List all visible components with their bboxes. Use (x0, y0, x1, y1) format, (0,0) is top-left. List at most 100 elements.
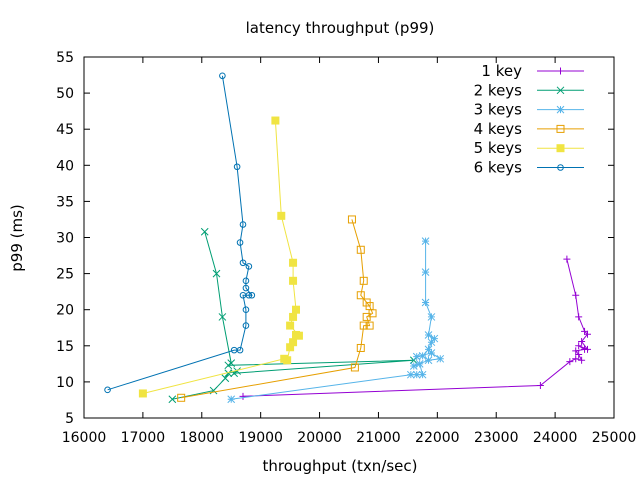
data-point (359, 321, 368, 330)
data-point (421, 298, 430, 307)
data-point (138, 389, 147, 398)
data-point (286, 321, 295, 330)
data-point (415, 359, 424, 368)
data-point (421, 268, 430, 277)
y-tick-label: 10 (56, 375, 74, 391)
legend-marker (556, 124, 565, 133)
data-point (572, 347, 580, 355)
x-tick-label: 20000 (297, 430, 342, 446)
x-tick-label: 19000 (238, 430, 283, 446)
data-point (427, 313, 436, 321)
series-1 (239, 255, 591, 400)
series-line (107, 75, 253, 391)
y-axis-label: p99 (ms) (8, 204, 26, 272)
data-point (224, 369, 233, 378)
y-tick-label: 25 (56, 267, 74, 283)
x-tick-label: 16000 (62, 430, 107, 446)
legend-label: 6 keys (474, 159, 523, 177)
x-tick-label: 24000 (533, 430, 578, 446)
data-point (356, 291, 365, 300)
data-point (212, 269, 221, 278)
y-axis-ticks: 5 10 15 20 25 30 35 40 45 50 55 (56, 50, 614, 427)
data-point (406, 370, 415, 379)
series-4 (177, 215, 377, 402)
data-point (365, 321, 374, 330)
data-point (356, 343, 365, 352)
data-point (575, 313, 583, 321)
x-tick-label: 25000 (592, 430, 637, 446)
data-point (350, 363, 359, 372)
data-point (218, 313, 227, 321)
series-2 (168, 227, 418, 404)
series-5 (138, 116, 303, 398)
data-point (242, 284, 250, 292)
data-point (424, 345, 433, 354)
data-point (347, 215, 356, 224)
data-point (575, 350, 583, 358)
y-tick-label: 45 (56, 122, 74, 138)
plot-border (83, 56, 615, 419)
x-tick-label: 21000 (356, 430, 401, 446)
data-point (289, 258, 298, 267)
legend-label: 4 keys (474, 120, 523, 138)
data-point (289, 312, 298, 321)
data-point (227, 395, 236, 404)
data-point (584, 345, 591, 353)
data-point (283, 356, 292, 365)
legend-marker (556, 144, 565, 153)
data-point (359, 276, 368, 285)
x-tick-label: 18000 (180, 430, 225, 446)
data-point (236, 346, 244, 354)
legend-marker (556, 86, 565, 95)
legend-label: 3 keys (474, 101, 523, 119)
data-point (418, 352, 427, 360)
data-point (356, 245, 365, 254)
y-tick-label: 20 (56, 303, 74, 319)
data-point (430, 334, 439, 343)
data-point (177, 393, 186, 402)
data-point (418, 370, 427, 379)
data-point (239, 221, 247, 228)
data-point (412, 352, 421, 361)
data-point (584, 330, 591, 338)
y-tick-label: 30 (56, 231, 74, 247)
data-point (104, 386, 111, 394)
y-tick-label: 55 (56, 50, 74, 66)
series-3 (227, 237, 445, 404)
data-point (581, 327, 589, 335)
data-point (245, 291, 253, 299)
data-point (409, 362, 418, 370)
legend-marker (557, 164, 564, 171)
data-point (563, 255, 571, 263)
data-point (536, 382, 544, 390)
plot-frame (83, 56, 615, 419)
data-point (424, 331, 433, 339)
series-line (242, 259, 589, 397)
x-tick-label: 17000 (121, 430, 166, 446)
data-point (566, 358, 574, 366)
x-axis-label: throughput (txn/sec) (263, 457, 418, 475)
data-point (271, 116, 280, 125)
data-point (277, 211, 286, 220)
legend-marker (556, 105, 565, 114)
y-tick-label: 35 (56, 194, 74, 210)
series-line (181, 219, 374, 399)
y-tick-label: 40 (56, 158, 74, 174)
data-point (572, 291, 580, 299)
data-point (248, 291, 256, 299)
y-tick-label: 5 (65, 411, 74, 427)
data-point (168, 395, 177, 404)
data-point (242, 306, 250, 314)
data-point (239, 392, 247, 400)
data-point (245, 263, 253, 270)
data-point (412, 370, 421, 379)
data-point (242, 277, 250, 285)
data-point (424, 356, 433, 365)
data-point (219, 72, 226, 80)
data-point (436, 354, 445, 363)
data-point (236, 239, 244, 246)
series-line (231, 241, 442, 400)
data-point (242, 322, 250, 329)
